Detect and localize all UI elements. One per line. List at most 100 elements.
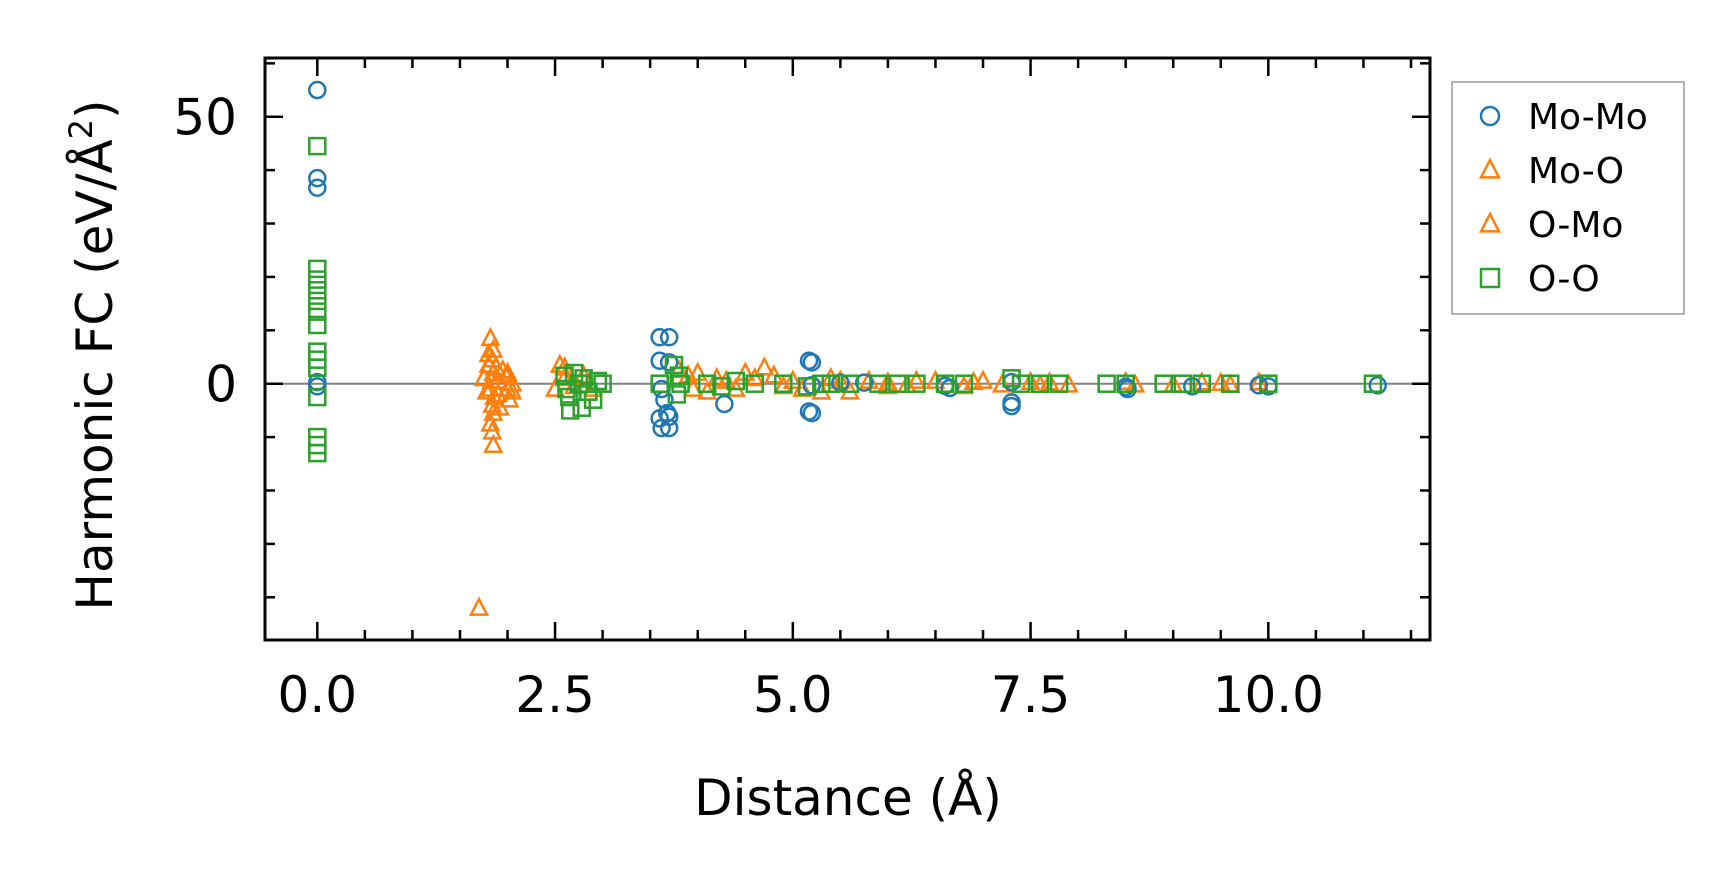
- data-point: [308, 377, 327, 396]
- data-point: [1002, 369, 1021, 388]
- data-point: [308, 136, 327, 156]
- data-point: [1163, 373, 1184, 393]
- data-point: [1259, 374, 1278, 393]
- legend-marker: [1478, 211, 1502, 233]
- data-point: [1221, 374, 1240, 393]
- data-point: [877, 374, 898, 395]
- data-point: [1011, 374, 1031, 393]
- data-point: [489, 396, 510, 416]
- data-point: [726, 371, 746, 391]
- data-point: [854, 373, 874, 392]
- data-point: [877, 371, 898, 391]
- data-point: [502, 380, 523, 400]
- data-point: [652, 418, 671, 438]
- legend-box: [1451, 81, 1685, 315]
- data-point: [308, 387, 327, 407]
- data-point: [802, 353, 822, 372]
- data-point: [1154, 374, 1173, 393]
- x-tick-label: 5.0: [753, 666, 833, 724]
- data-point: [715, 394, 734, 414]
- legend-label: Mo-Mo: [1528, 97, 1648, 138]
- data-point: [308, 302, 327, 321]
- x-tick-label: 10.0: [1213, 666, 1324, 724]
- data-point: [476, 380, 497, 400]
- data-point: [473, 366, 494, 387]
- data-point: [1020, 370, 1041, 390]
- data-point: [774, 374, 793, 393]
- data-point: [497, 364, 518, 384]
- data-point: [802, 403, 822, 423]
- data-point: [593, 374, 612, 393]
- data-point: [478, 342, 499, 363]
- y-axis-title-close: ): [66, 99, 124, 119]
- y-tick-label: 50: [173, 89, 237, 147]
- data-point: [671, 374, 690, 393]
- data-point: [831, 373, 850, 392]
- data-point: [991, 373, 1013, 393]
- data-point: [308, 315, 327, 335]
- y-axis-title-main: Harmonic FC (eV/Å: [66, 139, 124, 610]
- data-point: [667, 385, 687, 404]
- data-point: [1118, 379, 1137, 399]
- data-point: [1210, 371, 1231, 392]
- series-mo-mo: [308, 80, 1387, 438]
- data-point: [483, 433, 504, 453]
- legend-label: Mo-O: [1528, 151, 1624, 192]
- data-point: [1030, 374, 1050, 393]
- data-point: [650, 374, 669, 393]
- data-points: [308, 80, 1387, 616]
- y-tick-label: 0: [205, 356, 237, 414]
- data-point: [308, 443, 327, 463]
- data-point: [712, 377, 731, 396]
- data-point: [1192, 374, 1212, 393]
- data-point: [1249, 376, 1269, 395]
- data-point: [1363, 374, 1383, 393]
- data-point: [1368, 376, 1387, 395]
- x-tick-label: 7.5: [991, 666, 1071, 724]
- legend-label: O-O: [1528, 259, 1600, 300]
- data-point: [812, 374, 831, 393]
- data-point: [664, 355, 684, 375]
- data-point: [308, 358, 327, 377]
- legend-marker: [1479, 105, 1501, 127]
- data-point: [659, 353, 679, 372]
- data-point: [659, 328, 679, 347]
- data-point: [1058, 373, 1079, 393]
- data-point: [480, 326, 501, 347]
- data-point: [1097, 374, 1116, 393]
- data-point: [308, 168, 327, 188]
- data-point: [308, 291, 327, 311]
- data-point: [468, 596, 490, 616]
- data-point: [650, 328, 669, 347]
- legend: Mo-Mo Mo-O O-Mo O-O: [1451, 81, 1685, 315]
- data-point: [1116, 374, 1135, 393]
- data-point: [940, 378, 959, 398]
- data-point: [907, 374, 926, 393]
- data-point: [1002, 393, 1021, 412]
- data-point: [588, 371, 608, 391]
- legend-label: O-Mo: [1528, 205, 1623, 246]
- data-point: [782, 369, 803, 389]
- data-point: [1002, 396, 1021, 416]
- data-point: [687, 361, 708, 381]
- data-point: [308, 80, 327, 100]
- plot-frame: [263, 56, 1432, 642]
- data-point: [486, 356, 507, 376]
- data-point: [564, 363, 584, 383]
- data-point: [888, 374, 907, 393]
- legend-marker: [1478, 157, 1502, 179]
- data-point: [308, 281, 327, 300]
- data-point: [308, 259, 327, 279]
- data-point: [744, 366, 765, 387]
- data-point: [697, 374, 717, 393]
- data-point: [797, 377, 817, 396]
- data-point: [745, 374, 765, 393]
- data-point: [560, 387, 579, 407]
- data-point: [906, 369, 927, 389]
- y-axis-title-superscript: 2: [62, 119, 100, 139]
- legend-marker: [1479, 267, 1501, 289]
- data-point: [554, 366, 575, 387]
- data-point: [574, 369, 593, 388]
- data-point: [954, 374, 974, 393]
